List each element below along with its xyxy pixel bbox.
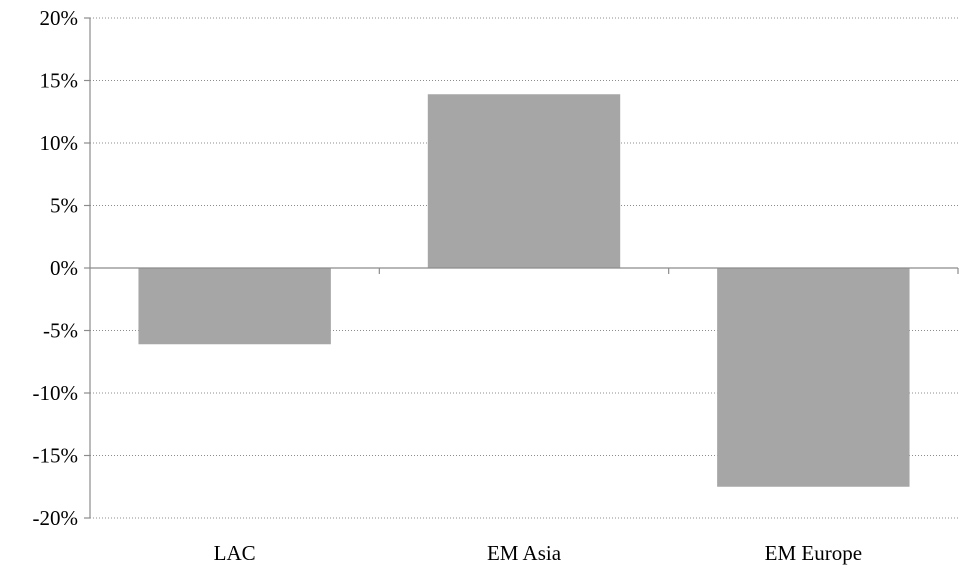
axes [84, 17, 959, 519]
bar-em-asia [427, 94, 621, 268]
y-tick-label: 10% [40, 131, 79, 155]
bar-lac [138, 268, 331, 345]
x-category-label: LAC [214, 541, 256, 565]
y-tick-label: 15% [40, 69, 79, 93]
y-tick-label: -10% [33, 381, 79, 405]
x-category-label: EM Asia [487, 541, 562, 565]
bars [138, 94, 910, 487]
y-tick-label: 20% [40, 6, 79, 30]
y-tick-label: -15% [33, 444, 79, 468]
x-category-label: EM Europe [765, 541, 862, 565]
y-tick-label: 5% [50, 194, 78, 218]
y-tick-label: 0% [50, 256, 78, 280]
y-tick-label: -5% [43, 319, 78, 343]
bar-em-europe [717, 268, 910, 487]
y-axis-tick-labels: 20% 15% 10% 5% 0% -5% -10% -15% -20% [33, 6, 79, 530]
x-axis-category-labels: LAC EM Asia EM Europe [214, 541, 862, 565]
y-tick-label: -20% [33, 506, 79, 530]
